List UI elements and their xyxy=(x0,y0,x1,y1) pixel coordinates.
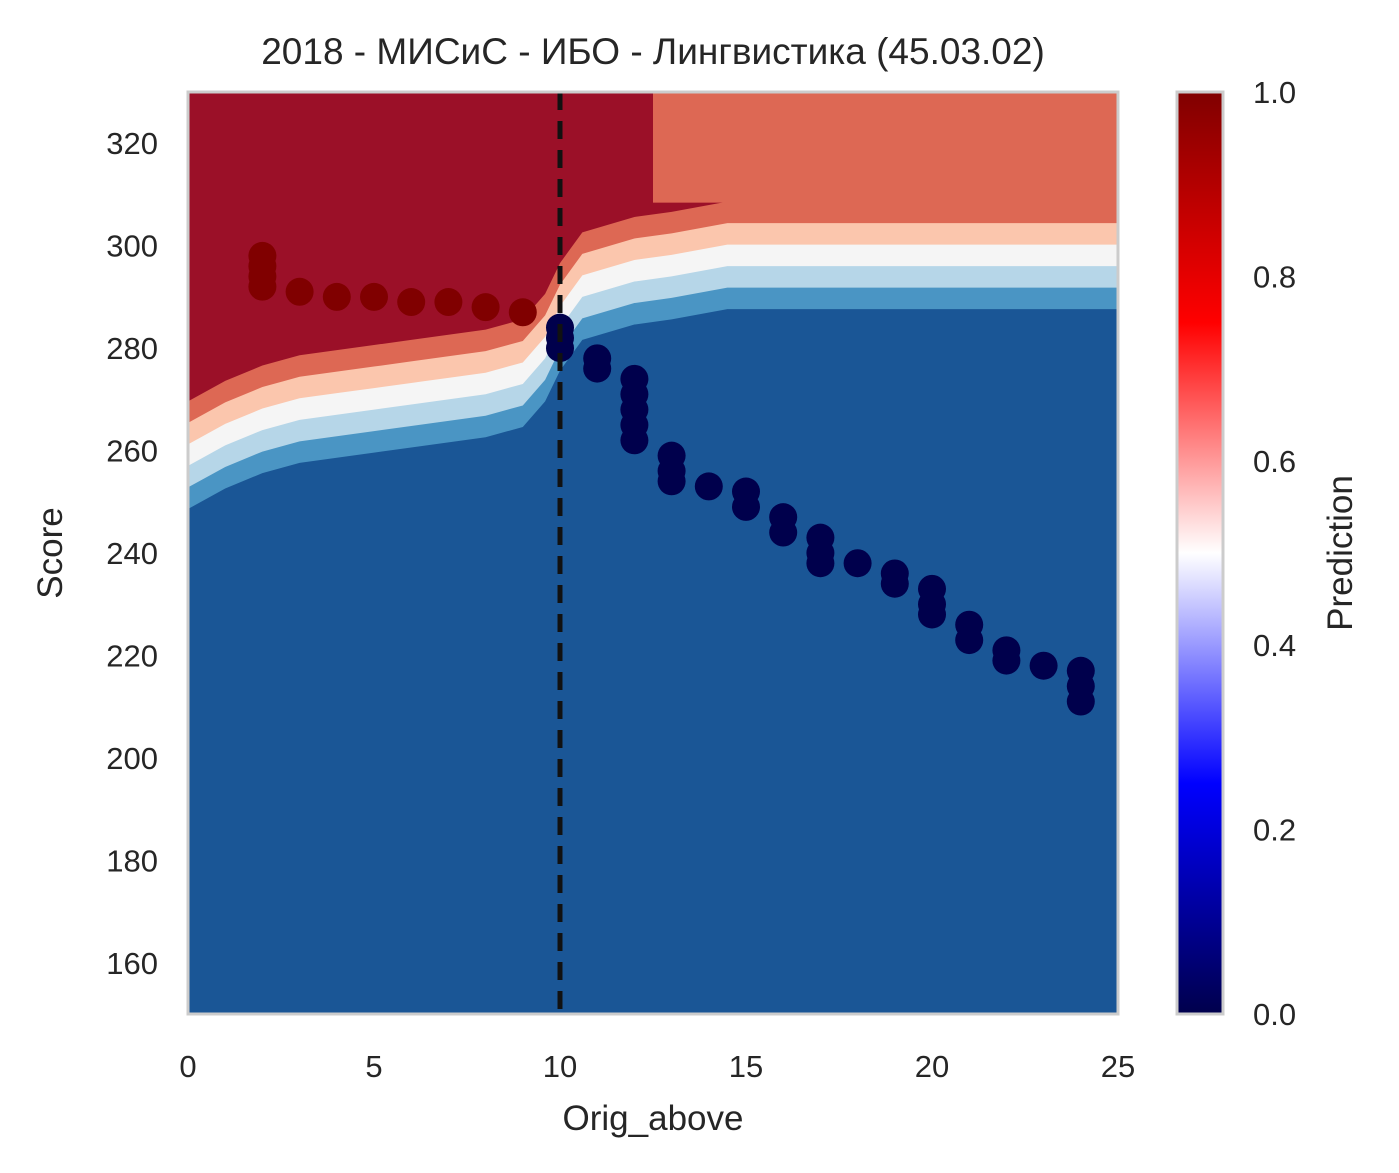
plot-frame xyxy=(186,90,1120,1016)
point-class-1 xyxy=(471,293,500,322)
point-class-0 xyxy=(843,549,872,578)
x-tick-label: 25 xyxy=(1101,1049,1135,1084)
region-upper-right xyxy=(653,92,1118,203)
colorbar-tick-label: 0.6 xyxy=(1253,444,1296,479)
colorbar-tick-label: 0.0 xyxy=(1253,997,1296,1032)
point-class-1 xyxy=(360,282,388,311)
y-tick-label: 220 xyxy=(106,638,158,673)
y-tick-label: 300 xyxy=(106,229,158,264)
y-axis: 160 180 200 220 240 260 280 300 320 xyxy=(106,126,158,981)
colorbar-tick-label: 0.8 xyxy=(1253,259,1296,294)
point-class-0 xyxy=(1029,651,1058,680)
colorbar-tick-label: 0.2 xyxy=(1253,813,1296,848)
x-axis-label: Orig_above xyxy=(563,1099,744,1138)
point-class-1 xyxy=(397,288,426,317)
point-class-0 xyxy=(620,426,649,455)
point-class-1 xyxy=(285,277,314,306)
x-tick-label: 5 xyxy=(365,1049,382,1084)
point-class-0 xyxy=(880,569,909,598)
point-class-0 xyxy=(657,467,686,496)
point-class-0 xyxy=(992,646,1021,675)
y-axis-label: Score xyxy=(31,507,70,598)
point-class-0 xyxy=(918,600,946,629)
x-tick-label: 0 xyxy=(179,1049,196,1084)
point-class-1 xyxy=(322,282,351,311)
colorbar-tick-label: 0.4 xyxy=(1253,628,1296,663)
colorbar-tick-label: 1.0 xyxy=(1253,75,1296,110)
point-class-0 xyxy=(546,334,574,363)
y-tick-label: 260 xyxy=(106,434,158,469)
y-tick-label: 180 xyxy=(106,843,158,878)
colorbar-label: Prediction xyxy=(1321,475,1360,631)
x-tick-label: 20 xyxy=(915,1049,949,1084)
point-class-1 xyxy=(508,298,537,327)
point-class-0 xyxy=(732,492,760,521)
point-class-0 xyxy=(583,354,612,383)
colorbar: 0.0 0.2 0.4 0.6 0.8 1.0 Prediction xyxy=(1175,75,1360,1032)
point-class-0 xyxy=(769,518,798,547)
point-class-0 xyxy=(806,549,835,578)
y-tick-label: 240 xyxy=(106,536,158,571)
y-tick-label: 200 xyxy=(106,741,158,776)
x-tick-label: 10 xyxy=(543,1049,577,1084)
point-class-0 xyxy=(955,626,984,655)
point-class-1 xyxy=(434,288,463,317)
y-tick-label: 320 xyxy=(106,126,158,161)
y-tick-label: 160 xyxy=(106,946,158,981)
chart-title: 2018 - МИСиС - ИБО - Лингвистика (45.03.… xyxy=(261,31,1045,72)
x-tick-label: 15 xyxy=(729,1049,763,1084)
point-class-0 xyxy=(694,472,723,501)
colorbar-gradient xyxy=(1175,90,1225,1016)
plot-area xyxy=(186,90,1120,1016)
x-axis: 0 5 10 15 20 25 xyxy=(179,1049,1135,1084)
y-tick-label: 280 xyxy=(106,331,158,366)
point-class-0 xyxy=(1066,687,1095,716)
point-class-1 xyxy=(248,272,277,301)
